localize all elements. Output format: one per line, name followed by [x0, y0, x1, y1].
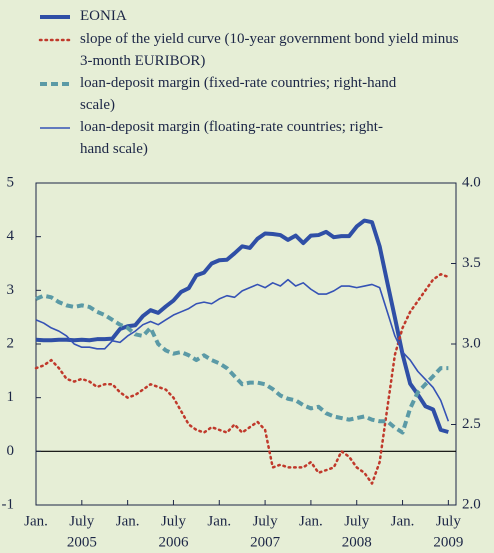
y-tick-label: 2 [7, 335, 15, 351]
y-tick-label: 1 [7, 389, 15, 405]
x-tick-label: Jan. [116, 513, 140, 529]
plot-frame [35, 182, 457, 506]
y-tick-label: 5 [7, 174, 15, 190]
legend-swatch [40, 127, 70, 129]
x-year-label: 2006 [158, 534, 189, 550]
series-line [35, 293, 449, 435]
x-tick-label: July [344, 513, 370, 529]
series-line [35, 278, 450, 422]
y-tick-label: 3 [7, 282, 15, 298]
series-line [34, 272, 450, 485]
x-tick-label: Jan. [391, 513, 415, 529]
x-tick-label: July [161, 513, 187, 529]
legend-item: slope of the yield curve (10-year govern… [38, 29, 460, 72]
y-tick-label: 0 [7, 443, 15, 459]
legend-label: loan-deposit margin (fixed-rate countrie… [80, 75, 397, 113]
legend: EONIA slope of the yield curve (10-year g… [38, 6, 460, 161]
x-tick-label: July [69, 513, 95, 529]
y2-tick-label: 2.5 [462, 416, 481, 432]
legend-swatch [40, 82, 70, 86]
x-tick-label: Jan. [24, 513, 48, 529]
legend-label: loan-deposit margin (floating-rate count… [80, 119, 383, 157]
y-tick-label: -1 [2, 496, 15, 512]
legend-item: loan-deposit margin (floating-rate count… [38, 117, 460, 160]
x-year-label: 2005 [67, 534, 97, 550]
legend-item: EONIA [38, 6, 460, 28]
x-tick-label: July [253, 513, 279, 529]
x-year-label: 2009 [433, 534, 463, 550]
x-year-label: 2007 [250, 534, 281, 550]
series-line [35, 218, 449, 434]
y2-tick-label: 2.0 [462, 496, 481, 512]
legend-item: loan-deposit margin (fixed-rate countrie… [38, 73, 460, 116]
legend-swatch [38, 38, 72, 42]
x-tick-label: July [436, 513, 462, 529]
y2-tick-label: 4.0 [462, 174, 481, 190]
x-year-label: 2008 [342, 534, 372, 550]
x-tick-label: Jan. [207, 513, 231, 529]
y-tick-label: 4 [7, 228, 15, 244]
y2-tick-label: 3.5 [462, 255, 481, 271]
x-tick-label: Jan. [299, 513, 323, 529]
legend-label: EONIA [80, 8, 127, 24]
legend-swatch [40, 15, 70, 19]
legend-label: slope of the yield curve (10-year govern… [80, 31, 459, 69]
y2-tick-label: 3.0 [462, 335, 481, 351]
